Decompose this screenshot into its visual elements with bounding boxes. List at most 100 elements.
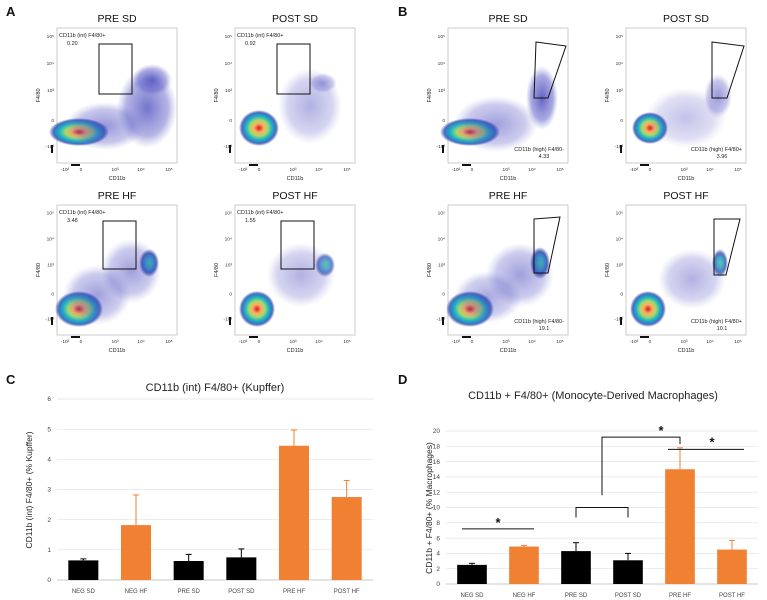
gate-label: CD11b (high) F4/80+ [691, 147, 742, 153]
category-label: POST SD [615, 593, 642, 599]
y-tick-label: 10⁴ [438, 237, 445, 243]
flow-cytometry-plots: PRE SD CD11b (int) F4/80+ 0.20 10⁵ 10⁴ 10³ 0 -1… [36, 13, 747, 354]
y-tick-label: 0 [620, 118, 623, 124]
y-tick-label: 0 [620, 292, 623, 298]
gate-value: 1.55 [245, 218, 256, 224]
density-clusters [55, 239, 161, 327]
density-clusters [239, 243, 335, 327]
panel-letter-c: C [6, 372, 16, 387]
y-axis-name: F4/80 [605, 88, 611, 102]
x-tick-label: -10³ [61, 167, 70, 173]
y-tick-label: 4 [436, 551, 440, 558]
y-tick-label: -10³ [614, 144, 623, 150]
density-cluster [63, 265, 131, 325]
axis-marker [249, 164, 258, 166]
x-tick-label: 0 [471, 339, 474, 345]
y-tick-label: -10³ [45, 317, 54, 323]
gate [98, 43, 133, 95]
bar [68, 560, 99, 580]
y-tick-label: 0 [47, 577, 51, 584]
gate [533, 41, 567, 99]
density-cluster [646, 88, 726, 148]
gate-value: 3.48 [67, 218, 78, 224]
density-cluster [630, 291, 666, 327]
gate-value: 0.20 [67, 41, 78, 47]
x-tick-label: -10³ [239, 339, 248, 345]
y-tick-label: 8 [436, 520, 440, 527]
bar [278, 445, 310, 580]
x-tick-label: 10⁵ [343, 167, 350, 173]
y-tick-label: 10⁵ [47, 34, 54, 40]
y-tick-label: 10⁴ [225, 237, 232, 243]
x-tick-label: 10³ [112, 167, 119, 173]
x-tick-label: 10³ [681, 167, 688, 173]
x-tick-label: 10³ [681, 339, 688, 345]
flow-plot: PRE SD CD11b (high) F4/80-4.33 10⁵ 10⁴ 10³ 0 -… [427, 13, 569, 182]
y-tick-label: 10⁴ [438, 61, 445, 67]
chart-ylabel: CD11b + F4/80+ (% Macrophages) [424, 442, 434, 574]
y-tick-label: 6 [47, 396, 51, 403]
y-tick-label: 12 [433, 489, 441, 496]
significance-star: * [658, 423, 664, 438]
category-label: NEG HF [125, 589, 148, 595]
y-tick-label: 10⁴ [225, 61, 232, 67]
plot-title: PRE HF [98, 190, 137, 202]
y-tick-label: 5 [47, 426, 51, 433]
x-tick-label: 10⁴ [528, 339, 535, 345]
y-tick-label: 10⁵ [616, 34, 623, 40]
y-tick-label: -10³ [436, 144, 445, 150]
y-tick-label: 2 [47, 517, 51, 524]
x-tick-label: 0 [649, 339, 652, 345]
axis-marker [71, 164, 80, 166]
x-tick-label: 10³ [290, 167, 297, 173]
x-tick-label: 10⁴ [528, 167, 535, 173]
y-tick-label: 10⁵ [616, 211, 623, 217]
y-axis-name: F4/80 [36, 263, 42, 277]
x-axis-name: CD11b [678, 348, 695, 354]
y-tick-label: 10³ [47, 263, 54, 269]
plot-title: POST SD [663, 13, 709, 25]
y-axis-name: F4/80 [605, 263, 611, 277]
x-tick-label: 10⁴ [706, 339, 713, 345]
gate [276, 43, 311, 95]
y-tick-label: 0 [442, 292, 445, 298]
y-tick-label: 20 [433, 428, 441, 435]
x-tick-label: -10³ [239, 167, 248, 173]
y-tick-label: 1 [47, 547, 51, 554]
y-axis-name: F4/80 [427, 263, 433, 277]
y-tick-label: 10⁵ [47, 211, 54, 217]
density-cluster [454, 271, 522, 323]
gate-label: CD11b (high) F4/80+ [691, 319, 742, 325]
flow-plot: PRE SD CD11b (int) F4/80+ 0.20 10⁵ 10⁴ 10³ 0 -1… [36, 13, 178, 182]
x-tick-label: 10³ [503, 167, 510, 173]
gate [711, 41, 745, 99]
density-clusters [446, 243, 554, 327]
x-axis-name: CD11b [109, 176, 126, 182]
y-tick-label: 2 [436, 566, 440, 573]
density-cluster [239, 110, 279, 146]
panel-letter-b: B [398, 4, 407, 19]
gate-label: CD11b (int) F4/80+ [237, 210, 284, 216]
plot-title: POST HF [663, 190, 708, 202]
category-label: NEG SD [460, 593, 484, 599]
gate-value: 3.96 [717, 154, 728, 160]
y-tick-label: 18 [433, 444, 441, 451]
y-tick-label: 0 [51, 118, 54, 124]
x-tick-label: -10³ [630, 339, 639, 345]
y-tick-label: 6 [436, 535, 440, 542]
category-label: PRE HF [669, 593, 691, 599]
flow-plot: POST SD CD11b (high) F4/80+3.96 10⁵ 10⁴ 10³ 0… [605, 13, 747, 182]
gate [102, 220, 137, 270]
bar [561, 551, 591, 584]
gate-label: CD11b (int) F4/80+ [59, 210, 106, 216]
axis-marker [442, 145, 444, 153]
x-tick-label: -10³ [452, 339, 461, 345]
y-tick-label: 10³ [47, 88, 54, 94]
density-clusters [630, 249, 728, 327]
flow-plot: POST HF CD11b (int) F4/80+ 1.55 10⁵ 10⁴ 10³ 0 -… [214, 190, 356, 354]
axis-marker [462, 164, 471, 166]
y-tick-label: -10³ [223, 317, 232, 323]
x-tick-label: 10⁵ [556, 167, 563, 173]
gate [533, 216, 561, 274]
